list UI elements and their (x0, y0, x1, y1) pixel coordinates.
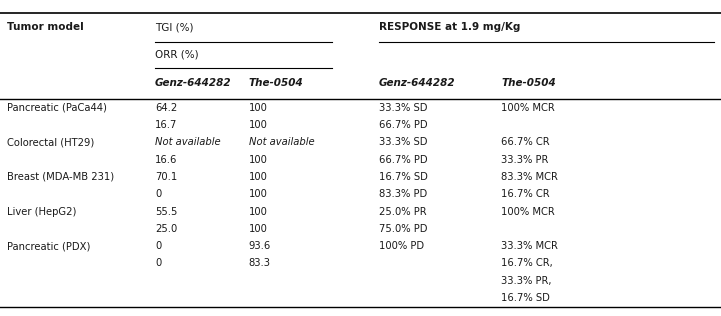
Text: TGI (%): TGI (%) (155, 22, 193, 32)
Text: 100% MCR: 100% MCR (501, 103, 555, 113)
Text: 16.7: 16.7 (155, 120, 177, 130)
Text: 100: 100 (249, 103, 267, 113)
Text: Liver (HepG2): Liver (HepG2) (7, 207, 76, 216)
Text: Pancreatic (PDX): Pancreatic (PDX) (7, 241, 91, 251)
Text: Genz-644282: Genz-644282 (379, 78, 455, 88)
Text: Tumor model: Tumor model (7, 22, 84, 32)
Text: 100: 100 (249, 189, 267, 199)
Text: 25.0% PR: 25.0% PR (379, 207, 426, 216)
Text: 70.1: 70.1 (155, 172, 177, 182)
Text: 33.3% MCR: 33.3% MCR (501, 241, 558, 251)
Text: 33.3% PR,: 33.3% PR, (501, 276, 552, 286)
Text: RESPONSE at 1.9 mg/Kg: RESPONSE at 1.9 mg/Kg (379, 22, 520, 32)
Text: Colorectal (HT29): Colorectal (HT29) (7, 137, 94, 147)
Text: 75.0% PD: 75.0% PD (379, 224, 427, 234)
Text: 100% PD: 100% PD (379, 241, 424, 251)
Text: Breast (MDA-MB 231): Breast (MDA-MB 231) (7, 172, 115, 182)
Text: Not available: Not available (249, 137, 314, 147)
Text: Not available: Not available (155, 137, 221, 147)
Text: 66.7% PD: 66.7% PD (379, 155, 427, 165)
Text: 16.7% SD: 16.7% SD (379, 172, 428, 182)
Text: 83.3% MCR: 83.3% MCR (501, 172, 558, 182)
Text: 33.3% SD: 33.3% SD (379, 137, 427, 147)
Text: 16.7% CR,: 16.7% CR, (501, 258, 553, 268)
Text: 33.3% SD: 33.3% SD (379, 103, 427, 113)
Text: The-0504: The-0504 (249, 78, 304, 88)
Text: The-0504: The-0504 (501, 78, 556, 88)
Text: 66.7% CR: 66.7% CR (501, 137, 549, 147)
Text: 93.6: 93.6 (249, 241, 271, 251)
Text: 0: 0 (155, 241, 162, 251)
Text: 55.5: 55.5 (155, 207, 177, 216)
Text: 100: 100 (249, 155, 267, 165)
Text: 100% MCR: 100% MCR (501, 207, 555, 216)
Text: 16.7% SD: 16.7% SD (501, 293, 550, 303)
Text: 83.3: 83.3 (249, 258, 271, 268)
Text: 64.2: 64.2 (155, 103, 177, 113)
Text: 83.3% PD: 83.3% PD (379, 189, 427, 199)
Text: 33.3% PR: 33.3% PR (501, 155, 549, 165)
Text: 100: 100 (249, 224, 267, 234)
Text: 66.7% PD: 66.7% PD (379, 120, 427, 130)
Text: ORR (%): ORR (%) (155, 50, 199, 60)
Text: 16.6: 16.6 (155, 155, 177, 165)
Text: Genz-644282: Genz-644282 (155, 78, 231, 88)
Text: 16.7% CR: 16.7% CR (501, 189, 549, 199)
Text: 100: 100 (249, 207, 267, 216)
Text: 25.0: 25.0 (155, 224, 177, 234)
Text: 0: 0 (155, 189, 162, 199)
Text: 100: 100 (249, 120, 267, 130)
Text: Pancreatic (PaCa44): Pancreatic (PaCa44) (7, 103, 107, 113)
Text: 100: 100 (249, 172, 267, 182)
Text: 0: 0 (155, 258, 162, 268)
